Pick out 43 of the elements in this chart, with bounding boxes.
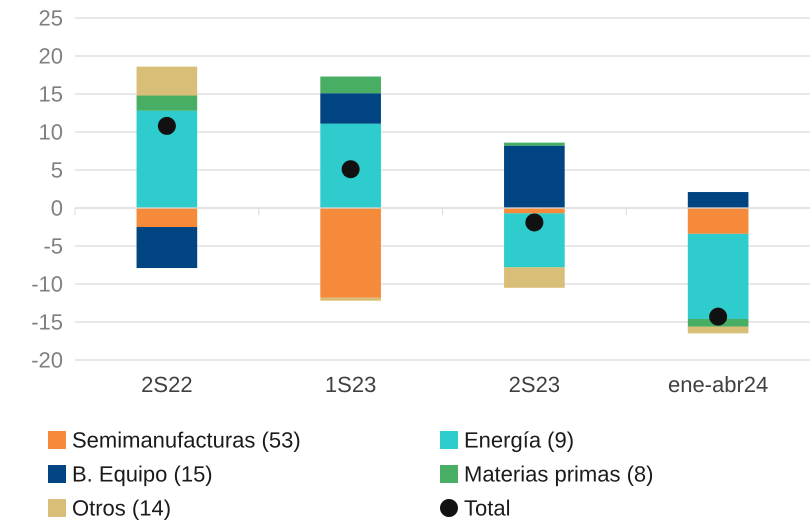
y-tick-label: -10 xyxy=(31,272,63,297)
y-tick-label: -15 xyxy=(31,310,63,335)
point xyxy=(709,308,728,326)
bar xyxy=(136,110,198,208)
y-tick-label: 15 xyxy=(38,82,63,107)
bar xyxy=(320,76,381,94)
bar xyxy=(688,192,748,208)
bar xyxy=(504,146,565,208)
bar xyxy=(136,227,198,268)
bar xyxy=(504,267,565,288)
x-tick-label: 2S22 xyxy=(141,372,193,397)
bar xyxy=(504,208,565,214)
bar xyxy=(136,96,198,111)
bar xyxy=(320,124,381,208)
point xyxy=(525,213,544,232)
y-tick-label: 25 xyxy=(38,6,63,31)
legend-label: Materias primas (8) xyxy=(464,462,654,487)
bar xyxy=(320,298,381,301)
bar xyxy=(320,208,381,298)
legend-label: B. Equipo (15) xyxy=(72,462,213,487)
y-tick-label: -5 xyxy=(43,234,63,259)
y-tick-label: 0 xyxy=(50,196,63,221)
legend-label: Energía (9) xyxy=(464,428,574,453)
bar xyxy=(688,234,748,319)
point xyxy=(158,116,176,135)
bar xyxy=(688,208,748,234)
bar xyxy=(504,213,565,268)
y-tick-label: 10 xyxy=(38,120,63,145)
bar xyxy=(136,208,198,227)
legend-label: Total xyxy=(464,496,510,521)
bar xyxy=(504,142,565,146)
y-tick-label: 20 xyxy=(38,44,63,69)
point xyxy=(342,160,360,178)
bar xyxy=(136,66,198,96)
x-tick-label: ene-abr24 xyxy=(668,372,768,397)
bar xyxy=(320,93,381,124)
x-tick-label: 1S23 xyxy=(324,372,376,397)
y-tick-label: -20 xyxy=(31,348,63,373)
x-tick-label: 2S23 xyxy=(508,372,560,397)
y-tick-label: 5 xyxy=(50,158,63,183)
legend-label: Semimanufacturas (53) xyxy=(72,428,301,453)
bar xyxy=(688,326,748,334)
legend-label: Otros (14) xyxy=(72,496,172,521)
